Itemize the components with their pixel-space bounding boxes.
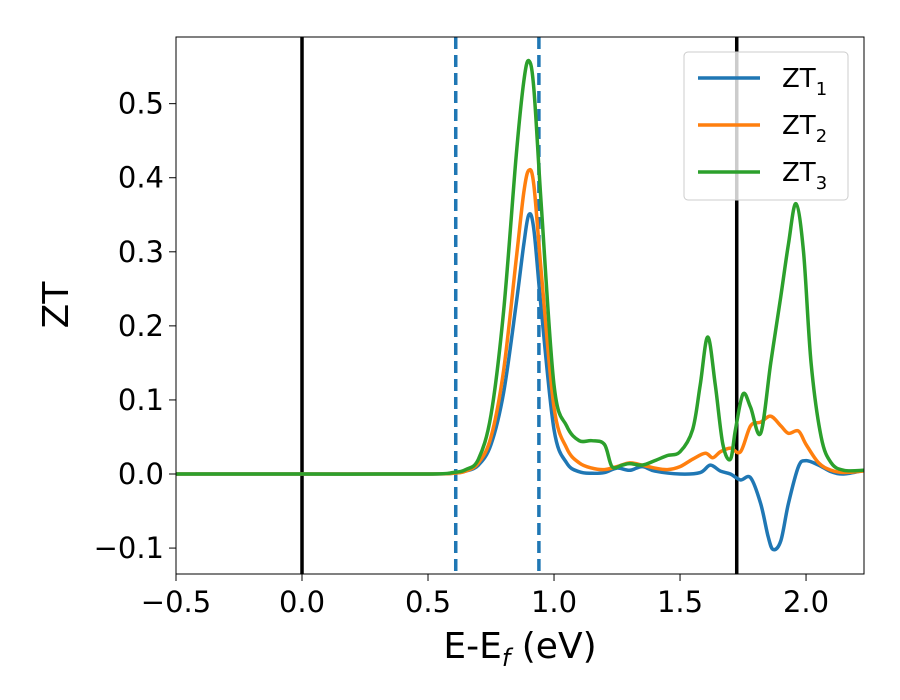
series-line-zt1 bbox=[176, 212, 864, 552]
legend-label-zt1: ZT1 bbox=[782, 64, 827, 100]
x-axis-label: E-Ef (eV) bbox=[443, 626, 596, 672]
y-tick-label: 0.2 bbox=[118, 309, 164, 343]
legend: ZT1 ZT2 ZT3 bbox=[683, 51, 849, 201]
x-tick-label: 1.0 bbox=[531, 585, 577, 619]
x-tick-label: 0.5 bbox=[405, 585, 451, 619]
legend-label-zt3: ZT3 bbox=[782, 158, 827, 194]
series-line-zt3 bbox=[176, 58, 864, 476]
y-tick-label: 0.3 bbox=[118, 235, 164, 269]
x-tick-label: 2.0 bbox=[783, 585, 829, 619]
plot-frame bbox=[175, 36, 865, 575]
y-tick-label: 0.4 bbox=[118, 161, 164, 195]
x-tick-label: 1.5 bbox=[657, 585, 703, 619]
legend-label-zt2: ZT2 bbox=[782, 111, 827, 147]
y-tick-label: 0.5 bbox=[118, 87, 164, 121]
y-tick-label: 0.1 bbox=[118, 383, 164, 417]
x-tick-label: 0.0 bbox=[279, 585, 325, 619]
x-tick-label: −0.5 bbox=[141, 585, 211, 619]
y-tick-label: 0.0 bbox=[118, 457, 164, 491]
y-axis-label: ZT bbox=[36, 281, 77, 329]
legend-box bbox=[683, 51, 849, 201]
y-tick-label: −0.1 bbox=[94, 531, 164, 565]
